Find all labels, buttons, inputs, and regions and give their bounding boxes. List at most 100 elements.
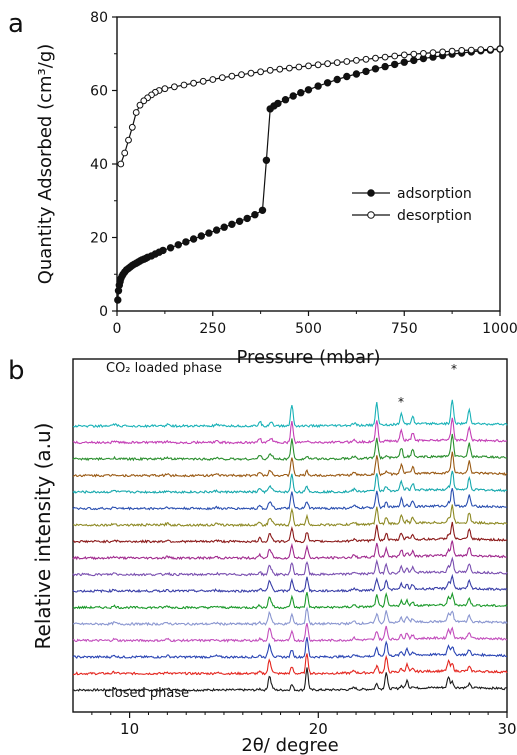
desorption-point [228,72,236,80]
adsorption-point [114,296,122,304]
adsorption-point [243,214,251,223]
desorption-point [238,71,245,79]
xrd-trace-1 [72,667,508,693]
desorption-point [132,109,140,116]
desorption-point [286,64,293,72]
adsorption-point [182,238,190,246]
desorption-point [295,63,303,71]
x-tick-label-250: 250 [199,321,226,337]
adsorption-point [205,229,213,237]
x-tick-label-500: 500 [295,321,322,337]
xrd-trace-11 [72,504,508,528]
adsorption-point [189,235,198,243]
panel-a-adsorption-isotherm: a 0 250 500 750 1000 0 20 40 60 80 adsorption deso… [8,9,517,368]
adsorption-point [159,246,167,255]
xrd-trace-8 [72,556,508,577]
adsorption-point [258,206,267,215]
desorption-point [372,54,379,62]
adsorption-point [228,220,236,229]
adsorption-point [274,99,282,108]
y-tick-label-60: 60 [90,84,108,100]
desorption-point [218,74,226,81]
x-tick-label-30: 30 [497,720,516,738]
desorption-point [209,76,217,83]
legend-label-adsorption: adsorption [397,186,472,202]
xrd-trace-4 [72,622,508,643]
xrd-trace-14 [72,451,508,478]
adsorption-point [400,58,408,66]
desorption-point [266,66,274,74]
desorption-point [496,45,504,53]
panel-b-x-axis-label: 2θ/ degree [241,735,338,755]
panel-a-y-axis-label: Quantity Adsorbed (cm³/g) [35,44,56,285]
x-tick-label-20: 20 [309,720,328,738]
adsorption-point [281,96,290,104]
panel-b-y-axis-label: Relative intensity (a.u) [31,423,55,650]
adsorption-point [333,75,341,84]
adsorption-point [166,244,175,252]
desorption-point [391,52,399,60]
x-tick-label-10: 10 [120,720,139,738]
x-tick-label-0: 0 [113,321,122,337]
desorption-point [140,97,148,105]
xrd-trace-5 [72,606,508,627]
xrd-trace-3 [72,637,508,660]
desorption-point [420,50,427,57]
adsorption-point [314,82,322,90]
adsorption-point [410,56,418,65]
y-tick-label-0: 0 [99,304,108,320]
xrd-trace-9 [72,540,508,561]
desorption-point [180,81,188,89]
desorption-point [439,48,447,56]
annotation-co2-loaded-phase: CO₂ loaded phase [106,361,222,376]
legend-label-desorption: desorption [397,208,472,224]
panel-b-xrd-patterns: b 10 20 30 CO₂ loaded phase closed phase *… [8,356,517,755]
desorption-point [324,60,332,68]
panel-a-x-axis-label: Pressure (mbar) [236,347,380,368]
y-tick-label-20: 20 [90,231,108,247]
desorption-point [410,50,418,58]
adsorption-point [212,226,221,234]
desorption-point [467,46,475,54]
desorption-point [487,45,494,53]
panel-a-legend: adsorption desorption [352,186,472,224]
desorption-point [161,85,169,93]
series-adsorption [114,45,504,304]
panel-a-ticks: 0 250 500 750 1000 0 20 40 60 80 [90,10,517,337]
xrd-trace-16 [72,417,508,445]
adsorption-point [381,62,389,71]
desorption-point [400,51,408,59]
desorption-point [362,55,370,63]
legend-marker-adsorption [367,189,375,197]
annotation-asterisk-1: * [398,395,404,409]
adsorption-point [362,67,370,76]
desorption-point [276,65,284,73]
desorption-point [458,47,466,54]
desorption-point [429,49,437,56]
x-tick-label-750: 750 [391,321,418,337]
desorption-point [125,136,132,144]
desorption-point [257,68,265,76]
xrd-trace-17 [72,399,508,429]
desorption-point [247,69,255,77]
series-desorption [117,45,504,168]
xrd-trace-6 [72,591,508,610]
xrd-trace-13 [72,470,508,495]
legend-marker-desorption [367,211,375,219]
desorption-point [199,77,207,85]
x-tick-label-1000: 1000 [482,321,517,337]
adsorption-point [297,89,305,97]
adsorption-point [289,92,297,100]
desorption-point [136,101,144,109]
panel-b-traces [72,399,508,693]
desorption-point [190,79,198,87]
adsorption-point [220,223,228,231]
xrd-trace-7 [72,573,508,594]
panel-b-label: b [8,356,25,386]
desorption-point [448,47,456,55]
adsorption-point [371,65,380,73]
desorption-point [117,160,125,168]
xrd-trace-2 [73,653,508,676]
desorption-point [128,123,136,131]
